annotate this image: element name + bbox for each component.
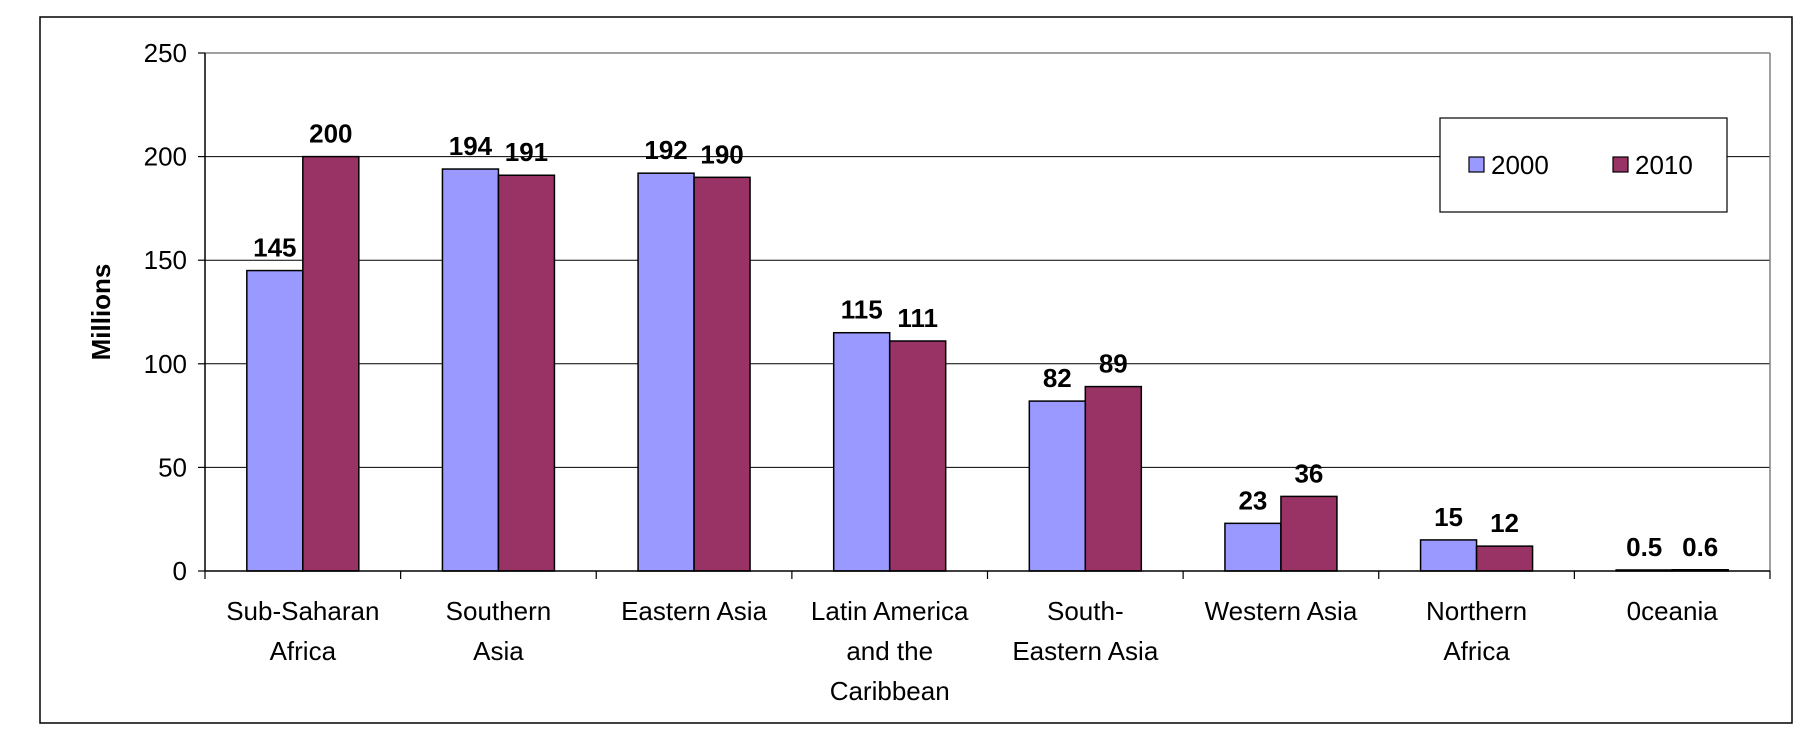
data-label: 194 [449,131,493,161]
legend-label-2010: 2010 [1635,150,1693,180]
x-tick-label: 0ceania [1627,596,1719,626]
bar-2000-2 [637,172,695,572]
data-label: 115 [841,295,883,325]
bar-2000-4 [1028,400,1087,572]
bar-2010-4 [1084,385,1143,572]
x-tick-label: Eastern Asia [621,596,768,626]
data-label: 23 [1238,485,1267,515]
legend-label-2000: 2000 [1491,150,1549,180]
data-label: 191 [505,137,548,167]
legend: 2000 2010 [1439,117,1728,213]
data-label: 89 [1099,349,1128,379]
x-tick-label-line: Latin America [811,596,969,626]
bar-2000-6 [1419,539,1478,572]
x-tick-label-line: Eastern Asia [1012,636,1159,666]
bars [246,155,1729,572]
x-tick-label-line: Western Asia [1205,596,1358,626]
data-label: 12 [1490,508,1519,538]
bar-2010-1 [497,174,556,572]
data-label: 200 [309,119,352,149]
bar-2010-5 [1280,495,1338,572]
x-tick-label-line: Caribbean [830,676,950,706]
y-axis-title: Millions [86,264,116,361]
x-tick-label-line: Asia [473,636,524,666]
y-tick-label: 0 [173,556,187,586]
x-tick-label-line: Sub-Saharan [226,596,379,626]
data-label: 0.5 [1626,532,1662,562]
data-label: 145 [253,233,296,263]
x-tick-label-line: Eastern Asia [621,596,768,626]
y-tick-label: 200 [144,142,187,172]
data-label: 190 [700,139,743,169]
x-tick-label: Southern Asia [446,596,552,666]
x-tick-label-line: Southern [446,596,552,626]
data-label: 0.6 [1682,532,1718,562]
x-tick-label-line: South- [1047,596,1124,626]
data-label: 192 [644,135,687,165]
data-label: 15 [1434,502,1463,532]
x-tick-label: Sub-Saharan Africa [226,596,379,666]
x-tick-label-line: Africa [270,636,337,666]
bar-2010-2 [693,176,751,572]
axes: 0 50 100 150 200 250 Millions Sub-Saharan Africa… [86,38,1771,706]
legend-box [1439,117,1728,213]
x-tick-label: Northern Africa [1426,596,1527,666]
legend-swatch-2010 [1612,156,1629,173]
x-tick-label: Western Asia [1205,596,1358,626]
data-label: 36 [1294,458,1323,488]
bar-2000-5 [1224,522,1282,572]
y-tick-label: 250 [144,38,187,68]
data-label: 111 [897,303,938,333]
x-tick-label: Latin America and the Caribbean [811,596,969,706]
data-labels: 145 200 194 191 192 190 115 111 82 89 23 36 15 12 0.5 0… [253,119,1718,562]
x-tick-label-line: Africa [1443,636,1510,666]
bar-2000-1 [441,168,500,572]
x-tick-label-line: and the [846,636,933,666]
data-label: 82 [1043,363,1072,393]
legend-swatch-2000 [1468,156,1485,173]
bar-2010-3 [888,340,947,572]
bar-2000-0 [246,269,304,572]
y-tick-label: 100 [144,349,187,379]
x-tick-label-line: Northern [1426,596,1527,626]
y-tick-label: 50 [158,452,187,482]
bar-2000-3 [832,331,891,572]
x-tick-label-line: 0ceania [1627,596,1719,626]
x-tick-label: South- Eastern Asia [1012,596,1159,666]
bar-2010-0 [302,155,360,572]
bar-2010-6 [1475,545,1534,572]
y-tick-label: 150 [144,245,187,275]
